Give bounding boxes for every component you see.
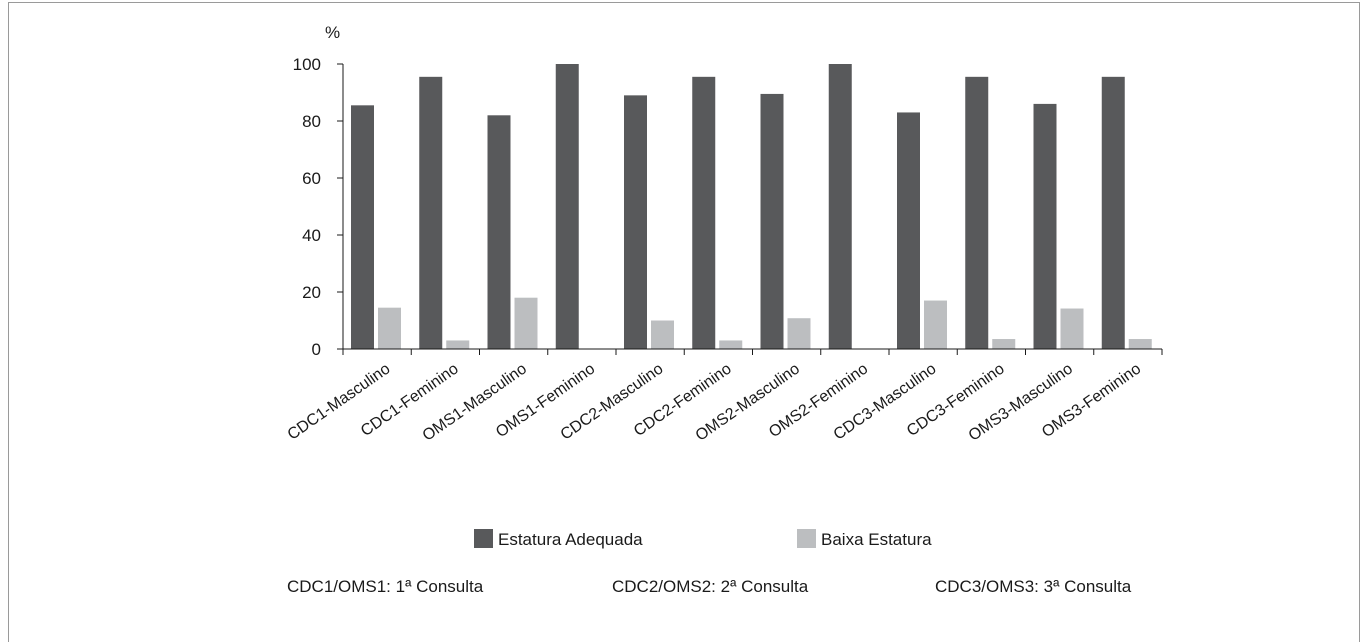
figure-frame: [8, 2, 1360, 642]
y-tick-label: 20: [302, 283, 321, 302]
y-tick-label: 60: [302, 169, 321, 188]
bar-estatura-adequada: [897, 112, 920, 349]
footnote: CDC2/OMS2: 2ª Consulta: [612, 577, 809, 596]
bar-estatura-adequada: [692, 76, 716, 349]
bar-baixa-estatura: [514, 297, 538, 349]
bar-estatura-adequada: [760, 93, 784, 349]
y-tick-label: 40: [302, 226, 321, 245]
bar-estatura-adequada: [555, 64, 579, 349]
bar-estatura-adequada: [487, 115, 511, 349]
bar-estatura-adequada: [828, 64, 852, 349]
y-axis-label: %: [325, 23, 340, 42]
bar-estatura-adequada: [351, 105, 374, 349]
legend-label: Baixa Estatura: [821, 530, 932, 549]
bar-baixa-estatura: [992, 339, 1016, 349]
bar-estatura-adequada: [965, 76, 989, 349]
notes: CDC1/OMS1: 1ª Consulta CDC2/OMS2: 2ª Cons…: [287, 577, 1132, 596]
legend-swatch: [797, 529, 816, 548]
bar-baixa-estatura: [446, 340, 470, 349]
y-tick-label: 100: [293, 55, 321, 74]
bar-baixa-estatura: [924, 300, 947, 349]
footnote: CDC1/OMS1: 1ª Consulta: [287, 577, 484, 596]
bar-estatura-adequada: [624, 95, 647, 349]
bar-estatura-adequada: [1033, 103, 1057, 350]
bar-baixa-estatura: [787, 318, 811, 349]
bar-chart: 0 20 40 60 80 100% CDC1-MasculinoCDC1-Feminin…: [285, 23, 1163, 596]
bar-baixa-estatura: [651, 320, 674, 349]
bar-baixa-estatura: [1128, 339, 1152, 349]
legend-label: Estatura Adequada: [498, 530, 643, 549]
legend-swatch: [474, 529, 493, 548]
y-tick-label: 0: [312, 340, 321, 359]
bar-estatura-adequada: [1101, 76, 1125, 349]
bar-baixa-estatura: [1060, 308, 1084, 349]
footnote: CDC3/OMS3: 3ª Consulta: [935, 577, 1132, 596]
bar-baixa-estatura: [719, 340, 743, 349]
x-axis: CDC1-MasculinoCDC1-FemininoOMS1-Masculin…: [285, 348, 1163, 445]
bars: [351, 64, 1152, 350]
bar-baixa-estatura: [378, 307, 401, 349]
legend: Estatura Adequada Baixa Estatura: [474, 529, 932, 549]
bar-estatura-adequada: [419, 76, 443, 349]
y-tick-label: 80: [302, 112, 321, 131]
y-axis: 0 20 40 60 80 100%: [293, 23, 344, 359]
